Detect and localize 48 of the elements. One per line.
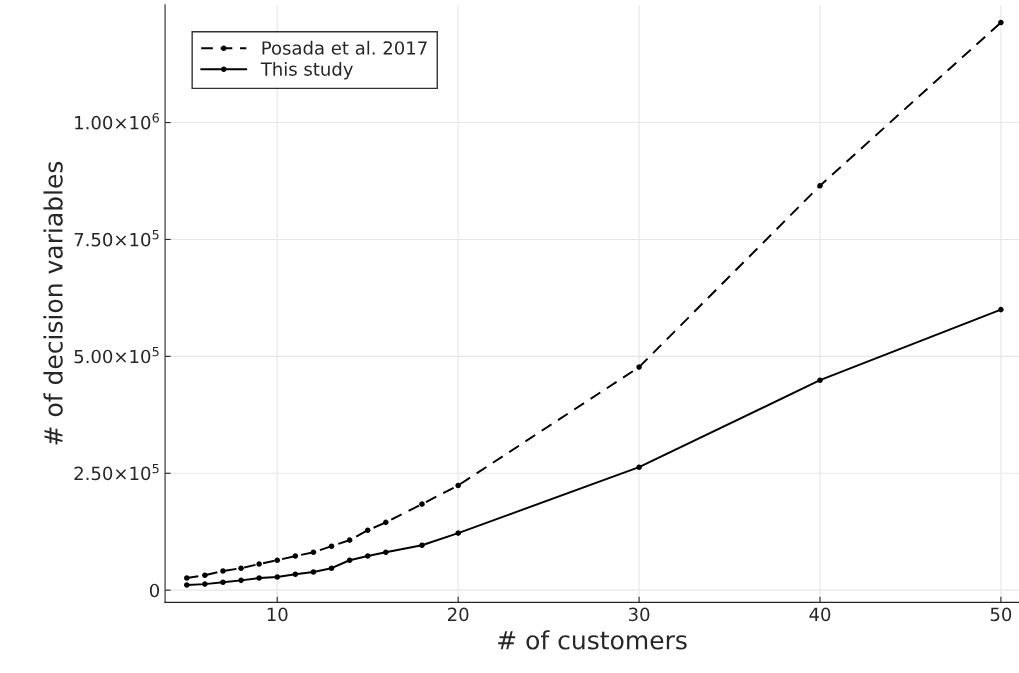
point	[256, 575, 262, 581]
point	[383, 549, 389, 556]
point	[292, 571, 299, 578]
point	[184, 582, 190, 588]
x-tick-label: 10	[267, 607, 288, 622]
legend-label: This study	[260, 61, 353, 80]
y-tick-label: 7.50×10$^{5}$	[74, 230, 159, 247]
point	[998, 19, 1004, 26]
point	[202, 572, 208, 578]
point	[202, 581, 208, 587]
y-axis-title: # of decision variables	[43, 161, 63, 445]
point	[238, 565, 244, 571]
y-tick-label: 1.00×10$^{6}$	[75, 112, 159, 130]
point	[383, 519, 389, 526]
x-tick-label: 40	[809, 607, 831, 622]
point	[310, 549, 317, 556]
point	[274, 557, 281, 564]
point	[310, 569, 317, 575]
point	[636, 464, 642, 470]
point	[328, 543, 335, 549]
point	[364, 527, 371, 534]
legend-label: Posada et al. 2017	[262, 40, 427, 55]
point	[817, 182, 823, 189]
point	[256, 561, 262, 567]
point	[238, 577, 244, 584]
point	[419, 501, 425, 507]
point	[346, 537, 353, 543]
point	[998, 306, 1004, 313]
point	[364, 553, 371, 559]
point	[817, 377, 823, 383]
point	[220, 568, 226, 574]
x-tick-label: 50	[990, 607, 1012, 622]
point	[274, 574, 281, 580]
point	[636, 364, 642, 370]
point	[455, 530, 461, 536]
point	[292, 553, 299, 559]
point	[328, 565, 335, 571]
y-tick-label: 5.00×10$^{5}$	[74, 346, 159, 364]
point	[220, 579, 226, 586]
y-tick-label: 0	[149, 583, 160, 598]
point	[455, 482, 461, 489]
x-axis-title: # of customers	[498, 630, 687, 650]
x-tick-label: 30	[628, 607, 650, 622]
y-tick-label: 2.50×10$^{5}$	[74, 463, 159, 481]
point	[346, 557, 353, 564]
point	[184, 575, 190, 581]
point	[419, 542, 425, 549]
x-tick-label: 20	[448, 607, 469, 622]
